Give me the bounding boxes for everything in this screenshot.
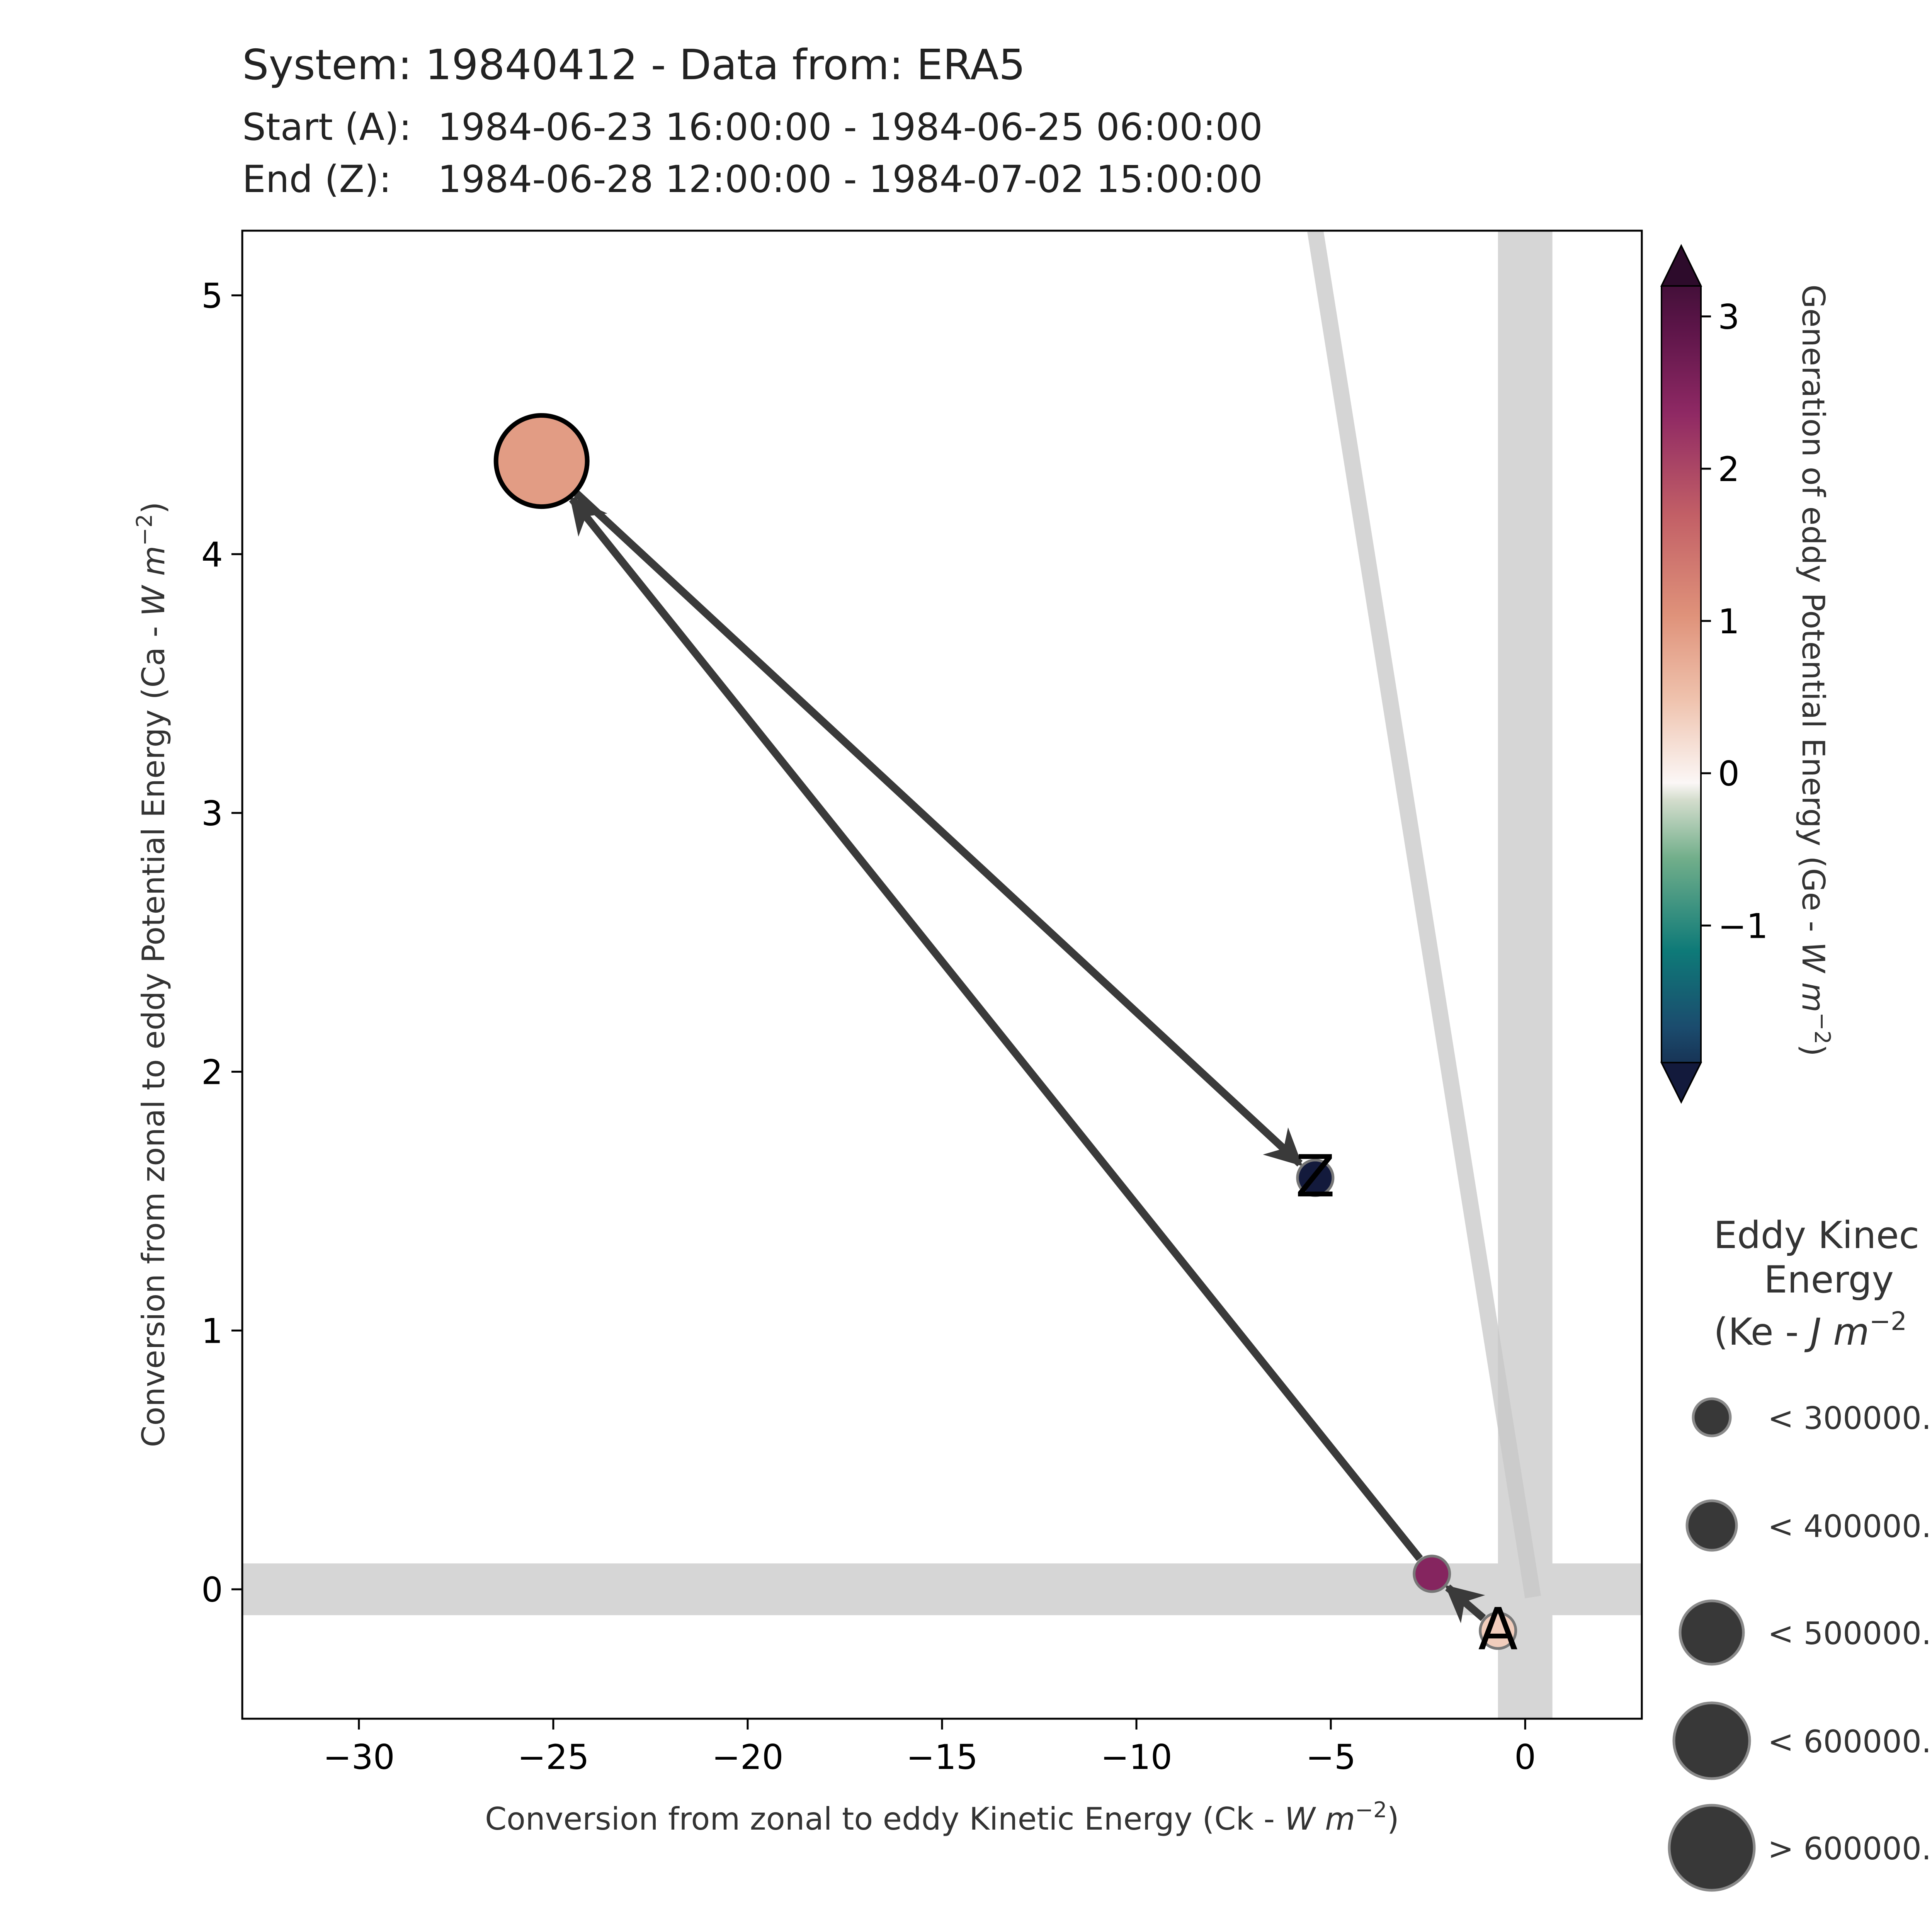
size-legend-label: < 300000. (1768, 1400, 1931, 1436)
data-point-4 (1296, 1158, 1335, 1197)
horizontal-zero-band (242, 1563, 1642, 1616)
y-tick-label: 5 (201, 276, 223, 316)
end-range: 1984-06-28 12:00:00 - 1984-07-02 15:00:0… (438, 158, 1263, 201)
data-point-2 (1413, 1554, 1451, 1593)
colorbar-tick-label: 0 (1718, 754, 1740, 794)
x-tick-label: −30 (323, 1737, 395, 1777)
y-tick-label: 4 (201, 535, 223, 575)
size-legend-title-line1: Eddy Kinec (1714, 1214, 1919, 1257)
y-axis: 0 1 2 3 4 5 (201, 276, 242, 1610)
x-tick-label: −10 (1100, 1737, 1172, 1777)
start-range: 1984-06-23 16:00:00 - 1984-06-25 06:00:0… (438, 105, 1263, 149)
colorbar-tick-label: 2 (1718, 449, 1740, 489)
size-legend: Eddy Kinec Energy (Ke - J m−2 < 300000.<… (1668, 1214, 1931, 1892)
y-axis-label: Conversion from zonal to eddy Potential … (132, 502, 172, 1447)
x-tick-label: 0 (1514, 1737, 1536, 1777)
data-point-3 (493, 413, 590, 509)
point-labels: AZ (1295, 1143, 1518, 1663)
size-legend-marker (1668, 1804, 1756, 1892)
size-legend-marker (1679, 1599, 1745, 1666)
trajectory-arrow-3 (573, 490, 1303, 1167)
x-tick-label: −15 (906, 1737, 978, 1777)
colorbar: 3 2 1 0 −1 Generation of eddy Potential Ener… (1660, 244, 1835, 1104)
size-legend-label: < 400000. (1768, 1509, 1931, 1544)
y-tick-label: 0 (201, 1570, 223, 1610)
chart-title: System: 19840412 - Data from: ERA5 (242, 41, 1026, 89)
x-tick-label: −5 (1306, 1737, 1356, 1777)
x-axis: −30 −25 −20 −15 −10 −5 0 (323, 1719, 1536, 1777)
plot-background (242, 231, 1642, 1719)
size-legend-label: > 600000. (1768, 1831, 1931, 1867)
point-label-z: Z (1295, 1143, 1335, 1210)
size-legend-title-line2: Energy (1764, 1258, 1894, 1301)
x-tick-label: −25 (517, 1737, 589, 1777)
size-legend-entries: < 300000. < 400000. < 500000. < 600000. > 60… (1668, 1397, 1931, 1892)
size-legend-marker (1672, 1701, 1751, 1780)
colorbar-bottom-extension (1660, 1062, 1702, 1104)
y-tick-label: 2 (201, 1053, 223, 1092)
trend-line (1307, 231, 1541, 1599)
size-legend-marker (1692, 1397, 1732, 1437)
size-legend-label: < 500000. (1768, 1616, 1931, 1651)
colorbar-gradient (1661, 244, 1702, 1104)
size-legend-title-line3: (Ke - J m−2 (1714, 1306, 1907, 1354)
trajectory-arrow-2 (569, 496, 1423, 1561)
data-point-1 (1479, 1611, 1517, 1650)
colorbar-top-extension (1660, 244, 1702, 287)
end-label: End (Z): (242, 158, 391, 201)
size-legend-marker (1685, 1499, 1738, 1552)
colorbar-tick-label: 1 (1718, 602, 1740, 641)
vertical-zero-band (1498, 231, 1553, 1719)
trajectory-arrow-1 (1445, 1584, 1486, 1623)
size-legend-label: < 600000. (1768, 1724, 1931, 1760)
colorbar-ticks: 3 2 1 0 −1 (1660, 244, 1768, 1104)
point-label-a: A (1478, 1596, 1518, 1663)
y-tick-label: 3 (201, 794, 223, 833)
x-axis-label: Conversion from zonal to eddy Kinetic En… (485, 1798, 1399, 1837)
colorbar-tick-label: −1 (1718, 906, 1768, 946)
x-tick-label: −20 (712, 1737, 784, 1777)
y-tick-label: 1 (201, 1311, 223, 1351)
colorbar-tick-label: 3 (1718, 297, 1740, 337)
start-label: Start (A): (242, 105, 412, 149)
colorbar-label: Generation of eddy Potential Energy (Ge … (1795, 284, 1835, 1056)
